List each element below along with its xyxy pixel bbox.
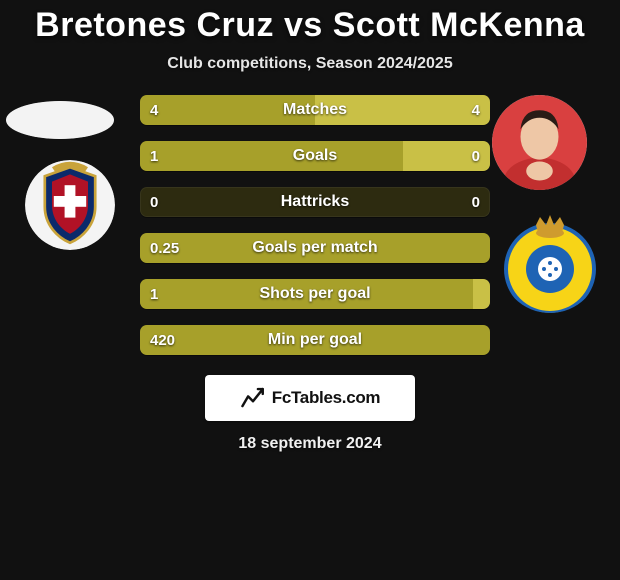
date-text: 18 september 2024	[0, 435, 620, 453]
stat-value-left: 0	[140, 187, 168, 217]
right-club-crest	[500, 213, 600, 313]
stat-bar-right	[473, 279, 491, 309]
stat-bars: Matches44 Goals10 Hattricks0 0 Goals per mat…	[140, 95, 490, 371]
stat-bar-left	[140, 325, 490, 355]
brand-text: FcTables.com	[272, 388, 381, 408]
avatar-icon	[492, 95, 587, 190]
stat-row: Goals10	[140, 141, 490, 171]
stat-bar-right	[315, 95, 490, 125]
subtitle: Club competitions, Season 2024/2025	[0, 55, 620, 73]
stat-row: Min per goal420	[140, 325, 490, 355]
stat-bar-left	[140, 279, 473, 309]
stat-row: Hattricks0 0	[140, 187, 490, 217]
shield-icon	[500, 213, 600, 313]
left-player-portrait	[6, 101, 114, 139]
comparison-stage: Matches44 Goals10 Hattricks0 0 Goals per mat…	[0, 85, 620, 565]
shield-icon	[25, 160, 115, 250]
stat-row: Shots per goal1	[140, 279, 490, 309]
stat-row: Goals per match0.25	[140, 233, 490, 263]
right-player-portrait	[492, 95, 587, 190]
stat-bar-left	[140, 95, 315, 125]
stat-value-right: 0	[462, 187, 490, 217]
brand-logo-icon	[240, 385, 266, 411]
stat-row: Matches44	[140, 95, 490, 125]
left-club-crest	[25, 160, 115, 250]
stat-bar-right	[403, 141, 491, 171]
stat-bar-left	[140, 141, 403, 171]
ellipse-icon	[6, 101, 114, 139]
brand-badge: FcTables.com	[205, 375, 415, 421]
stat-bar-left	[140, 233, 490, 263]
page-title: Bretones Cruz vs Scott McKenna	[0, 0, 620, 45]
stat-label: Hattricks	[140, 187, 490, 217]
